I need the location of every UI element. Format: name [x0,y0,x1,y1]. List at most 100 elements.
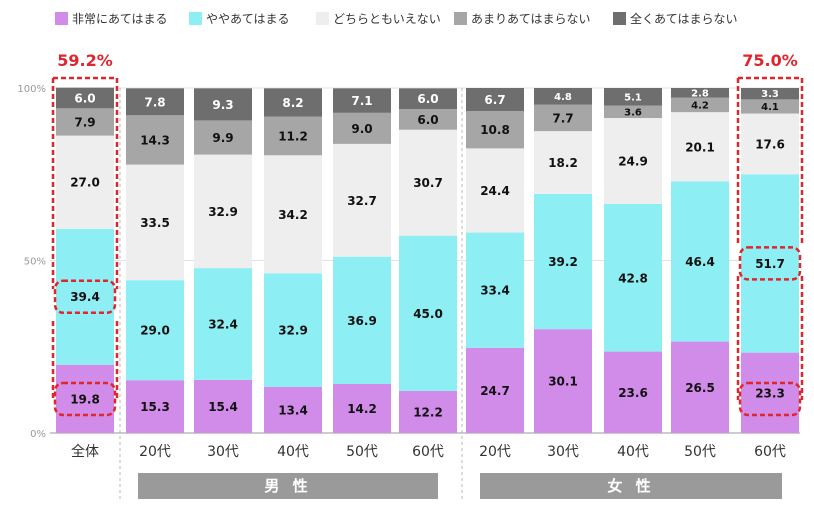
bar-segment-0-3 [56,108,114,136]
value-label-1-1: 29.0 [140,324,170,338]
value-label-0-4: 6.0 [74,92,95,106]
legend-swatch-0 [55,12,68,25]
value-label-2-0: 15.4 [208,400,238,414]
value-label-0-2: 27.0 [70,176,100,190]
value-label-2-3: 9.9 [212,131,233,145]
legend: 非常にあてはまる ややあてはまる どちらともいえない あまりあてはまらない 全くあてはま… [55,11,738,26]
bar-segment-10-2 [741,113,799,175]
value-label-10-4: 3.3 [761,89,779,100]
value-label-6-1: 33.4 [480,284,510,298]
bar-segment-1-0 [126,380,184,433]
value-label-1-2: 33.5 [140,216,170,230]
bar-segment-2-1 [194,268,252,380]
bar-segment-4-1 [333,256,391,385]
value-label-9-2: 20.1 [685,140,715,154]
group-banner-0 [138,473,438,499]
value-label-3-4: 8.2 [282,96,303,110]
value-label-6-0: 24.7 [480,384,510,398]
bar-segment-0-4 [56,87,114,109]
bar-segment-4-4 [333,88,391,113]
bar-segment-8-1 [604,203,662,352]
bar-segment-5-2 [399,129,457,236]
bar-segment-5-1 [399,235,457,391]
value-label-8-1: 42.8 [618,271,648,285]
bar-segment-6-1 [466,232,524,348]
bar-segment-6-3 [466,111,524,149]
bar-segment-7-4 [534,88,592,105]
group-labels: 男 性女 性 [138,473,782,499]
bar-segment-1-2 [126,164,184,281]
bar-segment-8-4 [604,88,662,106]
bar-segment-5-4 [399,88,457,110]
bar-segment-3-2 [264,155,322,274]
value-label-4-4: 7.1 [351,94,372,108]
value-label-8-2: 24.9 [618,154,648,168]
legend-label-1: ややあてはまる [206,12,290,26]
bar-segment-5-0 [399,390,457,433]
bar-segment-6-0 [466,347,524,433]
group-banner-1 [480,473,782,499]
legend-swatch-4 [613,12,626,25]
value-label-7-1: 39.2 [548,255,578,269]
legend-swatch-3 [454,12,467,25]
value-label-5-3: 6.0 [417,113,438,127]
bar-segment-0-1 [56,228,114,365]
value-label-4-0: 14.2 [347,402,377,416]
category-label-1: 20代 [139,444,171,460]
legend-label-4: 全くあてはまらない [630,11,738,26]
bar-segment-10-3 [741,99,799,114]
category-label-4: 50代 [346,444,378,460]
bar-segment-2-3 [194,120,252,155]
value-label-6-4: 6.7 [484,93,505,107]
highlight-box-3 [738,246,802,281]
bar-segment-0-0 [56,364,114,433]
bars [56,87,799,433]
bar-segment-10-1 [741,174,799,353]
bar-segment-8-2 [604,118,662,204]
bar-segment-6-2 [466,148,524,233]
category-label-8: 40代 [617,444,649,460]
callouts: 59.2% 75.0% [51,51,804,417]
bar-segment-5-3 [399,109,457,130]
value-label-5-4: 6.0 [417,92,438,106]
value-label-2-2: 32.9 [208,205,238,219]
bar-segment-3-3 [264,116,322,156]
value-label-4-2: 32.7 [347,194,377,208]
value-label-1-3: 14.3 [140,133,170,147]
value-label-6-2: 24.4 [480,184,510,198]
value-label-2-1: 32.4 [208,317,238,331]
group-label-1: 女 性 [607,477,654,495]
value-label-3-1: 32.9 [278,324,308,338]
bar-segment-4-2 [333,143,391,257]
value-label-5-1: 45.0 [413,307,443,321]
bar-segment-4-3 [333,112,391,144]
bar-segment-7-3 [534,104,592,132]
value-label-4-1: 36.9 [347,314,377,328]
value-labels: 19.8 39.4 27.0 7.9 6.0 15.3 29.0 33.5 14.3 7.8 15.… [70,88,785,419]
callout-total-1: 75.0% [742,51,798,70]
bar-segment-2-2 [194,154,252,269]
category-label-10: 60代 [754,444,786,460]
value-label-7-0: 30.1 [548,375,578,389]
category-label-3: 40代 [277,444,309,460]
value-label-3-2: 34.2 [278,208,308,222]
bar-segment-3-0 [264,386,322,433]
bar-segment-6-4 [466,88,524,112]
value-label-2-4: 9.3 [212,98,233,112]
value-label-8-0: 23.6 [618,386,648,400]
legend-swatch-1 [189,12,202,25]
value-label-10-2: 17.6 [755,137,785,151]
highlight-box-2 [738,381,802,417]
legend-swatch-2 [316,12,329,25]
category-labels: 全体 20代 30代 40代 50代 60代 20代 30代 40代 50代 60代 [71,443,786,460]
legend-label-3: あまりあてはまらない [471,12,591,26]
value-label-0-3: 7.9 [74,115,95,129]
value-label-5-2: 30.7 [413,176,443,190]
value-label-1-4: 7.8 [144,95,165,109]
bar-segment-0-2 [56,135,114,229]
value-label-0-0: 19.8 [70,392,100,406]
value-label-6-3: 10.8 [480,123,510,137]
bar-segment-1-4 [126,88,184,116]
value-label-3-3: 11.2 [278,129,308,143]
